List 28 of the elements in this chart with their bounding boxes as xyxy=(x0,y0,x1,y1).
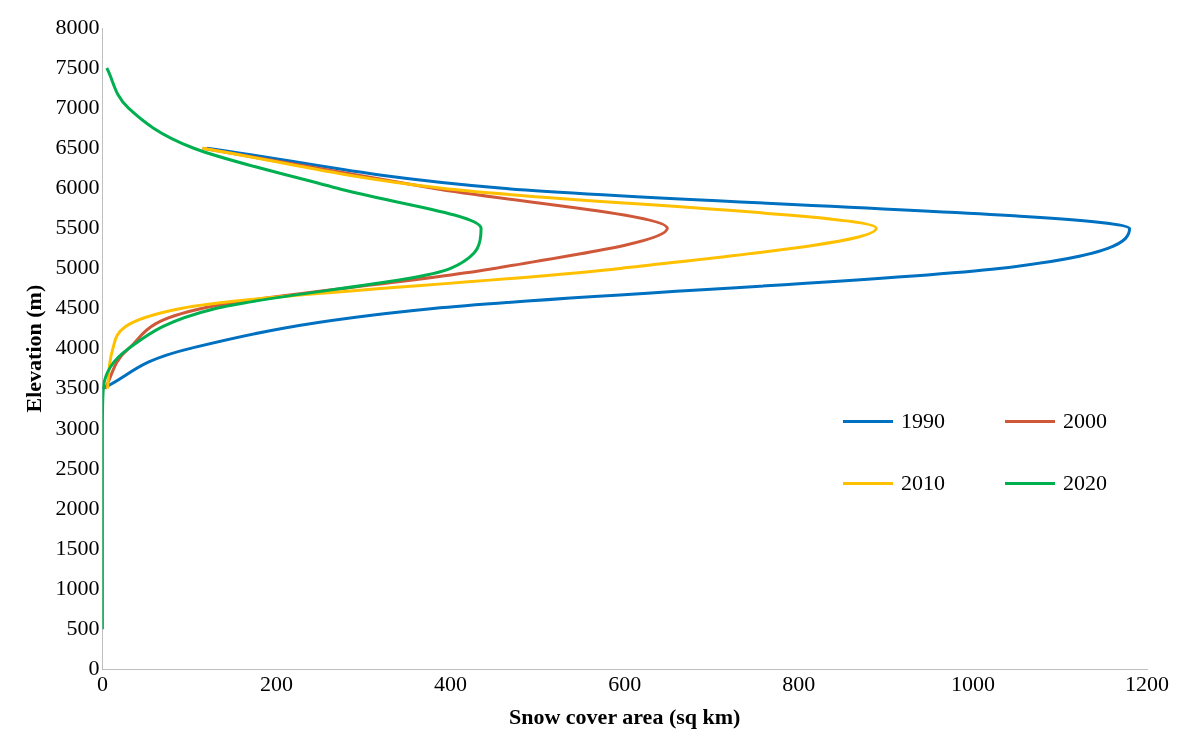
y-tick-label: 2000 xyxy=(55,494,100,520)
x-tick-label: 800 xyxy=(782,671,816,697)
y-tick-label: 500 xyxy=(66,614,100,640)
y-tick-label: 2500 xyxy=(55,454,100,480)
y-tick-label: 5000 xyxy=(55,254,100,280)
y-tick-label: 7000 xyxy=(55,93,100,119)
y-tick-label: 1000 xyxy=(55,574,100,600)
y-tick-label: 6500 xyxy=(55,134,100,160)
legend-label: 2010 xyxy=(901,470,945,496)
legend-label: 1990 xyxy=(901,408,945,434)
x-tick-label: 400 xyxy=(434,671,468,697)
x-tick-label: 600 xyxy=(608,671,642,697)
x-tick-label: 200 xyxy=(260,671,293,697)
y-tick-label: 1500 xyxy=(55,534,100,560)
y-tick-label: 7500 xyxy=(55,53,100,79)
y-tick-label: 5500 xyxy=(55,214,100,240)
legend-label: 2000 xyxy=(1063,408,1107,434)
x-axis-title: Snow cover area (sq km) xyxy=(509,704,741,730)
y-tick-label: 3500 xyxy=(55,374,100,400)
y-axis-title: Elevation (m) xyxy=(20,284,46,413)
x-tick-label: 1200 xyxy=(1125,671,1169,697)
y-tick-label: 8000 xyxy=(55,13,100,39)
y-tick-label: 4500 xyxy=(55,294,100,320)
y-tick-label: 4000 xyxy=(55,334,100,360)
legend-label: 2020 xyxy=(1063,470,1107,496)
x-tick-label: 1000 xyxy=(950,671,995,697)
y-tick-label: 6000 xyxy=(55,174,100,200)
y-tick-label: 3000 xyxy=(55,414,100,440)
